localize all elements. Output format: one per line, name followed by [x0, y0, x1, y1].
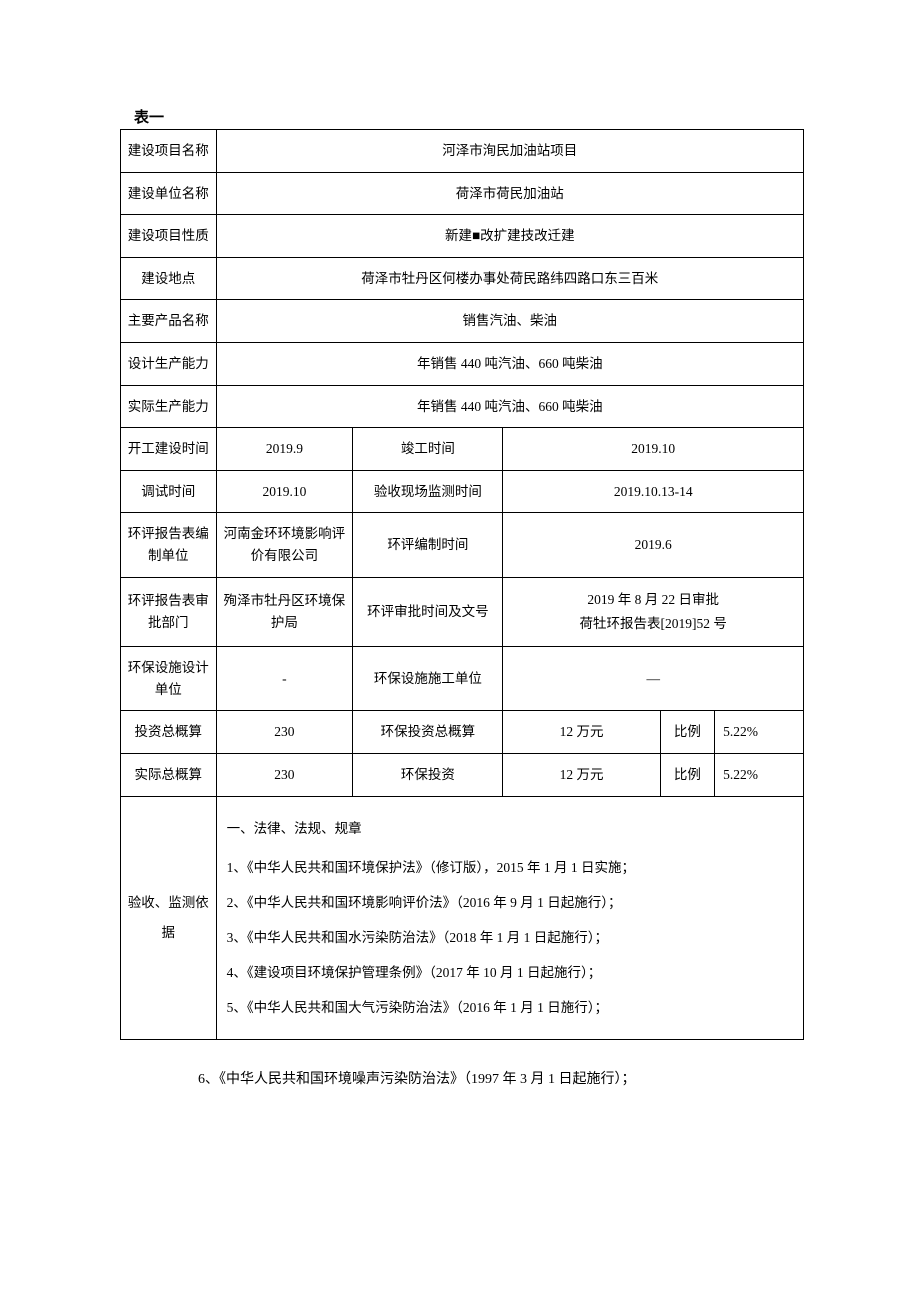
value-actual-capacity: 年销售 440 吨汽油、660 吨柴油 [216, 385, 803, 428]
table-row: 建设地点 荷泽市牡丹区何楼办事处荷民路纬四路口东三百米 [121, 257, 804, 300]
label-eia-compiler: 环评报告表编制单位 [121, 513, 217, 577]
footer-text: 6、《中华人民共和国环境噪声污染防治法》（1997 年 3 月 1 日起施行）； [120, 1068, 804, 1088]
value-location: 荷泽市牡丹区何楼办事处荷民路纬四路口东三百米 [216, 257, 803, 300]
table-row: 开工建设时间 2019.9 竣工时间 2019.10 [121, 428, 804, 471]
table-row: 环保设施设计单位 - 环保设施施工单位 — [121, 647, 804, 711]
value-eia-compile-time: 2019.6 [503, 513, 804, 577]
label-debug-time: 调试时间 [121, 470, 217, 513]
label-ratio2: 比例 [660, 753, 715, 796]
value-eia-compiler: 河南金环环境影响评价有限公司 [216, 513, 353, 577]
document-page: 表一 建设项目名称 河泽市洵民加油站项目 建设单位名称 荷泽市荷民加油站 建设项… [0, 0, 920, 1148]
table-row: 环评报告表审批部门 殉泽市牡丹区环境保护局 环评审批时间及文号 2019 年 8… [121, 577, 804, 647]
table-row: 实际生产能力 年销售 440 吨汽油、660 吨柴油 [121, 385, 804, 428]
label-invest-total: 投资总概算 [121, 711, 217, 754]
value-basis: 一、法律、法规、规章 1、《中华人民共和国环境保护法》（修订版），2015 年 … [216, 796, 803, 1040]
label-monitor-time: 验收现场监测时间 [353, 470, 503, 513]
label-eia-approve-time: 环评审批时间及文号 [353, 577, 503, 647]
label-design-capacity: 设计生产能力 [121, 342, 217, 385]
value-ratio2: 5.22% [715, 753, 804, 796]
label-ratio1: 比例 [660, 711, 715, 754]
table-row: 投资总概算 230 环保投资总概算 12 万元 比例 5.22% [121, 711, 804, 754]
value-complete-time: 2019.10 [503, 428, 804, 471]
value-main-product: 销售汽油、柴油 [216, 300, 803, 343]
value-eia-approver: 殉泽市牡丹区环境保护局 [216, 577, 353, 647]
value-eia-approve-time: 2019 年 8 月 22 日审批 荷牡环报告表[2019]52 号 [503, 577, 804, 647]
table-row: 建设单位名称 荷泽市荷民加油站 [121, 172, 804, 215]
label-env-invest-total: 环保投资总概算 [353, 711, 503, 754]
value-env-construct-unit: — [503, 647, 804, 711]
value-start-time: 2019.9 [216, 428, 353, 471]
value-env-invest-total: 12 万元 [503, 711, 660, 754]
label-eia-compile-time: 环评编制时间 [353, 513, 503, 577]
value-monitor-time: 2019.10.13-14 [503, 470, 804, 513]
table-row: 建设项目性质 新建■改扩建技改迁建 [121, 215, 804, 258]
label-actual-total: 实际总概算 [121, 753, 217, 796]
table-row: 建设项目名称 河泽市洵民加油站项目 [121, 130, 804, 173]
basis-item: 4、《建设项目环境保护管理条例》（2017 年 10 月 1 日起施行）； [227, 955, 793, 990]
label-project-nature: 建设项目性质 [121, 215, 217, 258]
basis-item: 1、《中华人民共和国环境保护法》（修订版），2015 年 1 月 1 日实施； [227, 850, 793, 885]
value-design-capacity: 年销售 440 吨汽油、660 吨柴油 [216, 342, 803, 385]
value-env-design-unit: - [216, 647, 353, 711]
value-project-nature: 新建■改扩建技改迁建 [216, 215, 803, 258]
table-row: 环评报告表编制单位 河南金环环境影响评价有限公司 环评编制时间 2019.6 [121, 513, 804, 577]
table-row: 调试时间 2019.10 验收现场监测时间 2019.10.13-14 [121, 470, 804, 513]
label-complete-time: 竣工时间 [353, 428, 503, 471]
label-env-invest: 环保投资 [353, 753, 503, 796]
value-ratio1: 5.22% [715, 711, 804, 754]
value-actual-total: 230 [216, 753, 353, 796]
table-title: 表一 [134, 106, 804, 127]
basis-item: 5、《中华人民共和国大气污染防治法》（2016 年 1 月 1 日施行）； [227, 990, 793, 1025]
value-debug-time: 2019.10 [216, 470, 353, 513]
basis-item: 3、《中华人民共和国水污染防治法》（2018 年 1 月 1 日起施行）； [227, 920, 793, 955]
eia-approve-line1: 2019 年 8 月 22 日审批 [587, 592, 719, 607]
label-main-product: 主要产品名称 [121, 300, 217, 343]
table-row: 验收、监测依据 一、法律、法规、规章 1、《中华人民共和国环境保护法》（修订版）… [121, 796, 804, 1040]
value-env-invest: 12 万元 [503, 753, 660, 796]
label-actual-capacity: 实际生产能力 [121, 385, 217, 428]
label-basis: 验收、监测依据 [121, 796, 217, 1040]
label-project-name: 建设项目名称 [121, 130, 217, 173]
label-env-construct-unit: 环保设施施工单位 [353, 647, 503, 711]
label-unit-name: 建设单位名称 [121, 172, 217, 215]
label-start-time: 开工建设时间 [121, 428, 217, 471]
info-table: 建设项目名称 河泽市洵民加油站项目 建设单位名称 荷泽市荷民加油站 建设项目性质… [120, 129, 804, 1040]
eia-approve-line2: 荷牡环报告表[2019]52 号 [580, 616, 727, 631]
value-unit-name: 荷泽市荷民加油站 [216, 172, 803, 215]
value-project-name: 河泽市洵民加油站项目 [216, 130, 803, 173]
label-eia-approver: 环评报告表审批部门 [121, 577, 217, 647]
basis-header: 一、法律、法规、规章 [227, 811, 793, 846]
table-row: 实际总概算 230 环保投资 12 万元 比例 5.22% [121, 753, 804, 796]
table-row: 主要产品名称 销售汽油、柴油 [121, 300, 804, 343]
value-invest-total: 230 [216, 711, 353, 754]
basis-item: 2、《中华人民共和国环境影响评价法》（2016 年 9 月 1 日起施行）； [227, 885, 793, 920]
label-env-design-unit: 环保设施设计单位 [121, 647, 217, 711]
label-location: 建设地点 [121, 257, 217, 300]
table-row: 设计生产能力 年销售 440 吨汽油、660 吨柴油 [121, 342, 804, 385]
